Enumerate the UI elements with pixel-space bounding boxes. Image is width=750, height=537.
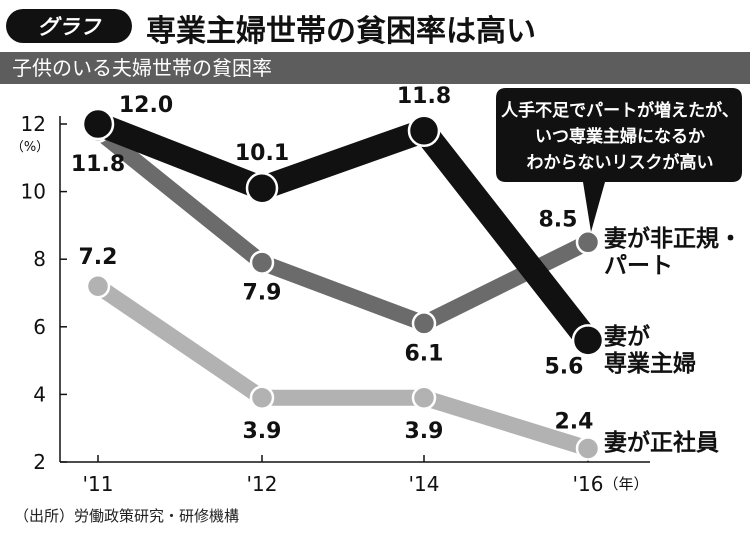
data-point [245,171,279,205]
series-name-label: 妻が非正規・ [604,225,742,252]
data-point [407,114,441,148]
data-point [249,250,275,275]
data-point [575,436,601,461]
annotation-text: 人手不足でパートが増えたが、 [501,100,739,121]
series-name-label: 専業主婦 [604,350,696,377]
data-label: 8.5 [539,207,578,232]
data-label: 6.1 [405,341,444,366]
data-point [575,230,601,255]
data-point [411,311,437,336]
data-label: 3.9 [405,419,444,444]
data-point [571,324,605,357]
subtitle-bar: 子供のいる夫婦世帯の貧困率 [0,52,750,84]
data-label: 5.6 [545,354,584,379]
data-label: 11.8 [397,84,451,109]
series-name-label: 妻が正社員 [604,429,719,456]
y-tick-label: 6 [33,315,46,339]
series-name-label: パート [604,253,673,279]
data-label: 7.2 [79,245,118,270]
x-tick-label: '14 [409,472,440,496]
data-label: 7.9 [243,281,282,306]
data-point [249,385,275,411]
annotation-bubble [496,88,742,232]
series-line-3 [90,278,596,457]
y-tick-label: 10 [21,180,46,204]
data-point [81,107,115,141]
chart-subtitle: 子供のいる夫婦世帯の貧困率 [12,56,272,80]
data-label: 11.8 [71,152,125,177]
x-tick-label: '11 [83,472,114,496]
y-tick-label: 8 [33,247,46,271]
data-label: 10.1 [235,141,289,166]
annotation-text: いつ専業主婦になるか [535,126,705,147]
x-unit-label: （年） [603,475,648,493]
x-tick-label: '16 [573,472,604,496]
source-note: （出所）労働政策研究・研修機構 [14,507,240,525]
graph-badge: グラフ [6,9,132,43]
data-label: 2.4 [555,409,594,434]
x-tick-label: '12 [247,472,278,496]
annotation-text: わからないリスクが高い [527,152,714,173]
data-label: 3.9 [243,419,282,444]
page-title: 専業主婦世帯の貧困率は高い [146,14,536,49]
y-unit-label: （%） [11,140,49,155]
series-name-label: 妻が [604,323,650,350]
data-point [85,273,111,299]
series-line-1 [86,112,600,353]
data-label: 12.0 [119,93,173,118]
y-tick-label: 4 [33,382,46,406]
y-tick-label: 12 [21,112,46,136]
header: グラフ 専業主婦世帯の貧困率は高い [6,6,746,49]
series-line-2 [90,122,596,332]
data-point [411,385,437,411]
y-tick-label: 2 [33,450,46,474]
